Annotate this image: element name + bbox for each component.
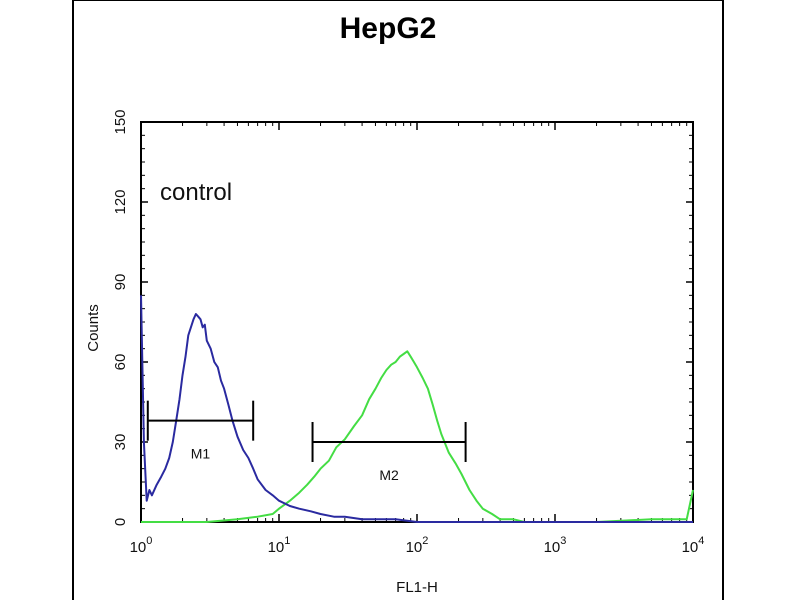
x-tick-label: 100	[130, 535, 153, 556]
x-tick-label: 102	[406, 535, 429, 556]
chart-title: HepG2	[340, 12, 437, 45]
x-tick-label: 101	[268, 535, 291, 556]
y-tick-label: 30	[112, 434, 129, 451]
series-line-blue	[140, 295, 693, 523]
x-tick-label: 103	[544, 535, 567, 556]
y-tick-label: 150	[112, 109, 129, 134]
sample-label: control	[160, 179, 232, 206]
y-tick-label: 90	[112, 274, 129, 291]
y-axis-title: Counts	[85, 304, 102, 352]
gate-label-m2: M2	[379, 467, 399, 483]
y-tick-label: 60	[112, 354, 129, 371]
plot-layer: 0 30 60 90 120 150 100 101 102 103 104 M1 M2	[112, 109, 704, 556]
series-line-green	[141, 350, 694, 523]
figure-frame	[72, 0, 724, 600]
y-tick-label: 0	[112, 518, 129, 526]
x-axis-title: FL1-H	[396, 579, 438, 596]
y-tick-label: 120	[112, 189, 129, 214]
gate-label-m1: M1	[191, 446, 211, 462]
x-tick-label: 104	[682, 535, 705, 556]
